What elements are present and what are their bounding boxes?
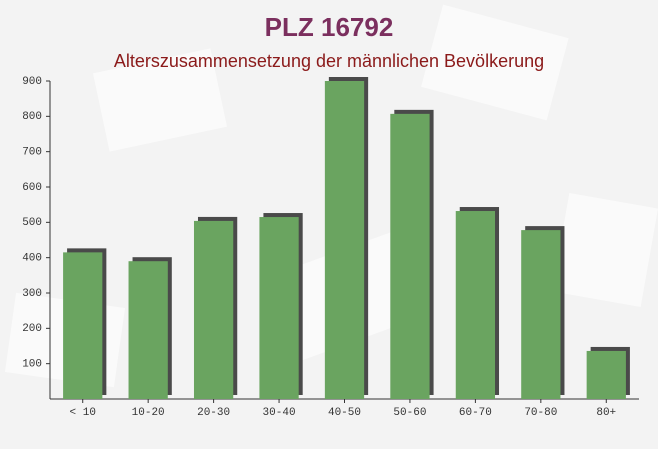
bar [521,230,561,399]
y-tick-label: 500 [22,217,42,229]
y-tick-label: 700 [22,147,42,159]
x-tick-label: 80+ [596,407,616,419]
x-tick-label: 70-80 [524,407,557,419]
y-tick-label: 300 [22,288,42,300]
bar [63,252,103,399]
x-tick-label: 20-30 [197,407,230,419]
bar [390,113,430,400]
y-tick-label: 200 [22,323,42,335]
bar [586,350,626,399]
y-tick-label: 900 [22,76,42,88]
x-tick-label: 50-60 [393,407,426,419]
bar [324,81,365,399]
x-tick-label: < 10 [70,407,96,419]
x-tick-label: 60-70 [459,407,492,419]
chart-title: PLZ 16792 [265,12,394,42]
bar [128,261,168,399]
y-tick-label: 100 [22,359,42,371]
x-tick-label: 30-40 [263,407,296,419]
chart-subtitle: Alterszusammensetzung der männlichen Bev… [114,51,544,71]
y-tick-label: 400 [22,253,42,265]
bar [259,217,299,399]
y-tick-label: 600 [22,182,42,194]
y-tick-label: 800 [22,111,42,123]
bar [193,220,234,399]
x-tick-label: 40-50 [328,407,361,419]
bar [455,211,496,399]
x-tick-label: 10-20 [132,407,165,419]
